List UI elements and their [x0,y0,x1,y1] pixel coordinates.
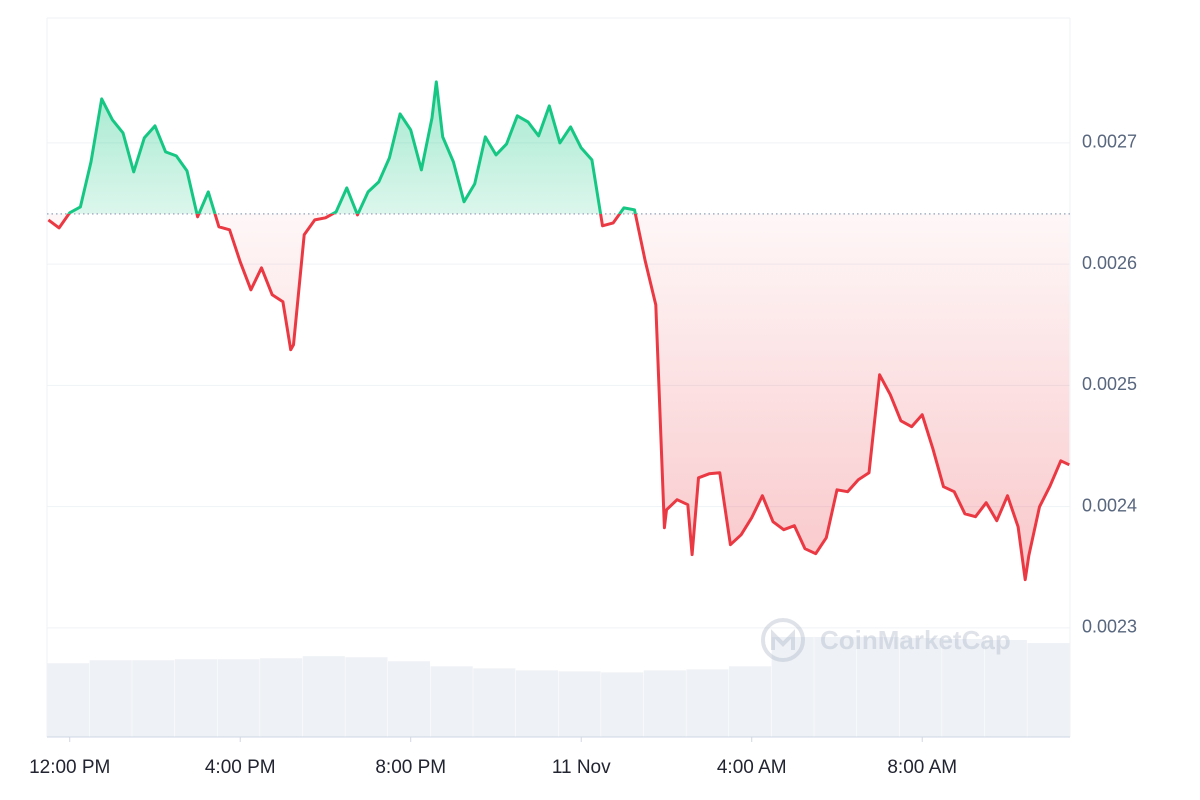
volume-bar [729,666,772,737]
watermark-logo [761,618,805,662]
y-tick-label: 0.0023 [1082,617,1137,637]
area-up [48,81,1070,214]
volume-bar [132,660,175,737]
volume-bar [345,657,388,737]
y-tick-label: 0.0025 [1082,374,1137,394]
volume-bars [47,637,1070,737]
y-tick-label: 0.0027 [1082,132,1137,152]
volume-bar [899,638,942,737]
watermark-text: CoinMarketCap [820,625,1011,655]
volume-bar [1027,643,1070,737]
volume-bar [430,666,473,737]
volume-bar [260,658,303,737]
volume-bar [558,671,601,737]
volume-bar [473,668,516,737]
plot-background [46,17,1071,737]
volume-bar [856,637,899,737]
volume-bar [771,637,814,737]
volume-bar [47,663,90,737]
y-tick-label: 0.0026 [1082,253,1137,273]
price-line-down [47,213,1070,582]
x-tick-label: 8:00 PM [375,757,446,778]
watermark-logo [771,629,795,650]
y-tick-label: 0.0024 [1082,495,1137,515]
axes: 0.0023 0.0024 0.0025 0.0026 0.0027 12:00 PM 4:… [29,132,1137,778]
volume-bar [984,640,1027,737]
volume-bar [302,656,345,737]
x-tick-label: 4:00 PM [205,757,276,778]
area-down [48,213,1070,580]
volume-bar [643,670,686,737]
volume-bar [217,659,260,737]
volume-bar [174,659,217,737]
price-line-up [67,80,637,214]
volume-bar [686,669,729,737]
x-tick-label: 8:00 AM [887,757,957,778]
volume-bar [601,672,644,737]
x-tick-label: 11 Nov [552,757,611,778]
volume-bar [515,670,558,737]
volume-bar [942,639,985,737]
volume-bar [814,637,857,737]
volume-bar [89,660,132,737]
x-tick-label: 4:00 AM [717,757,787,778]
x-tick-label: 12:00 PM [29,757,110,778]
price-plot [47,80,1070,582]
watermark: CoinMarketCap [761,618,1011,662]
volume-bar [388,661,431,737]
